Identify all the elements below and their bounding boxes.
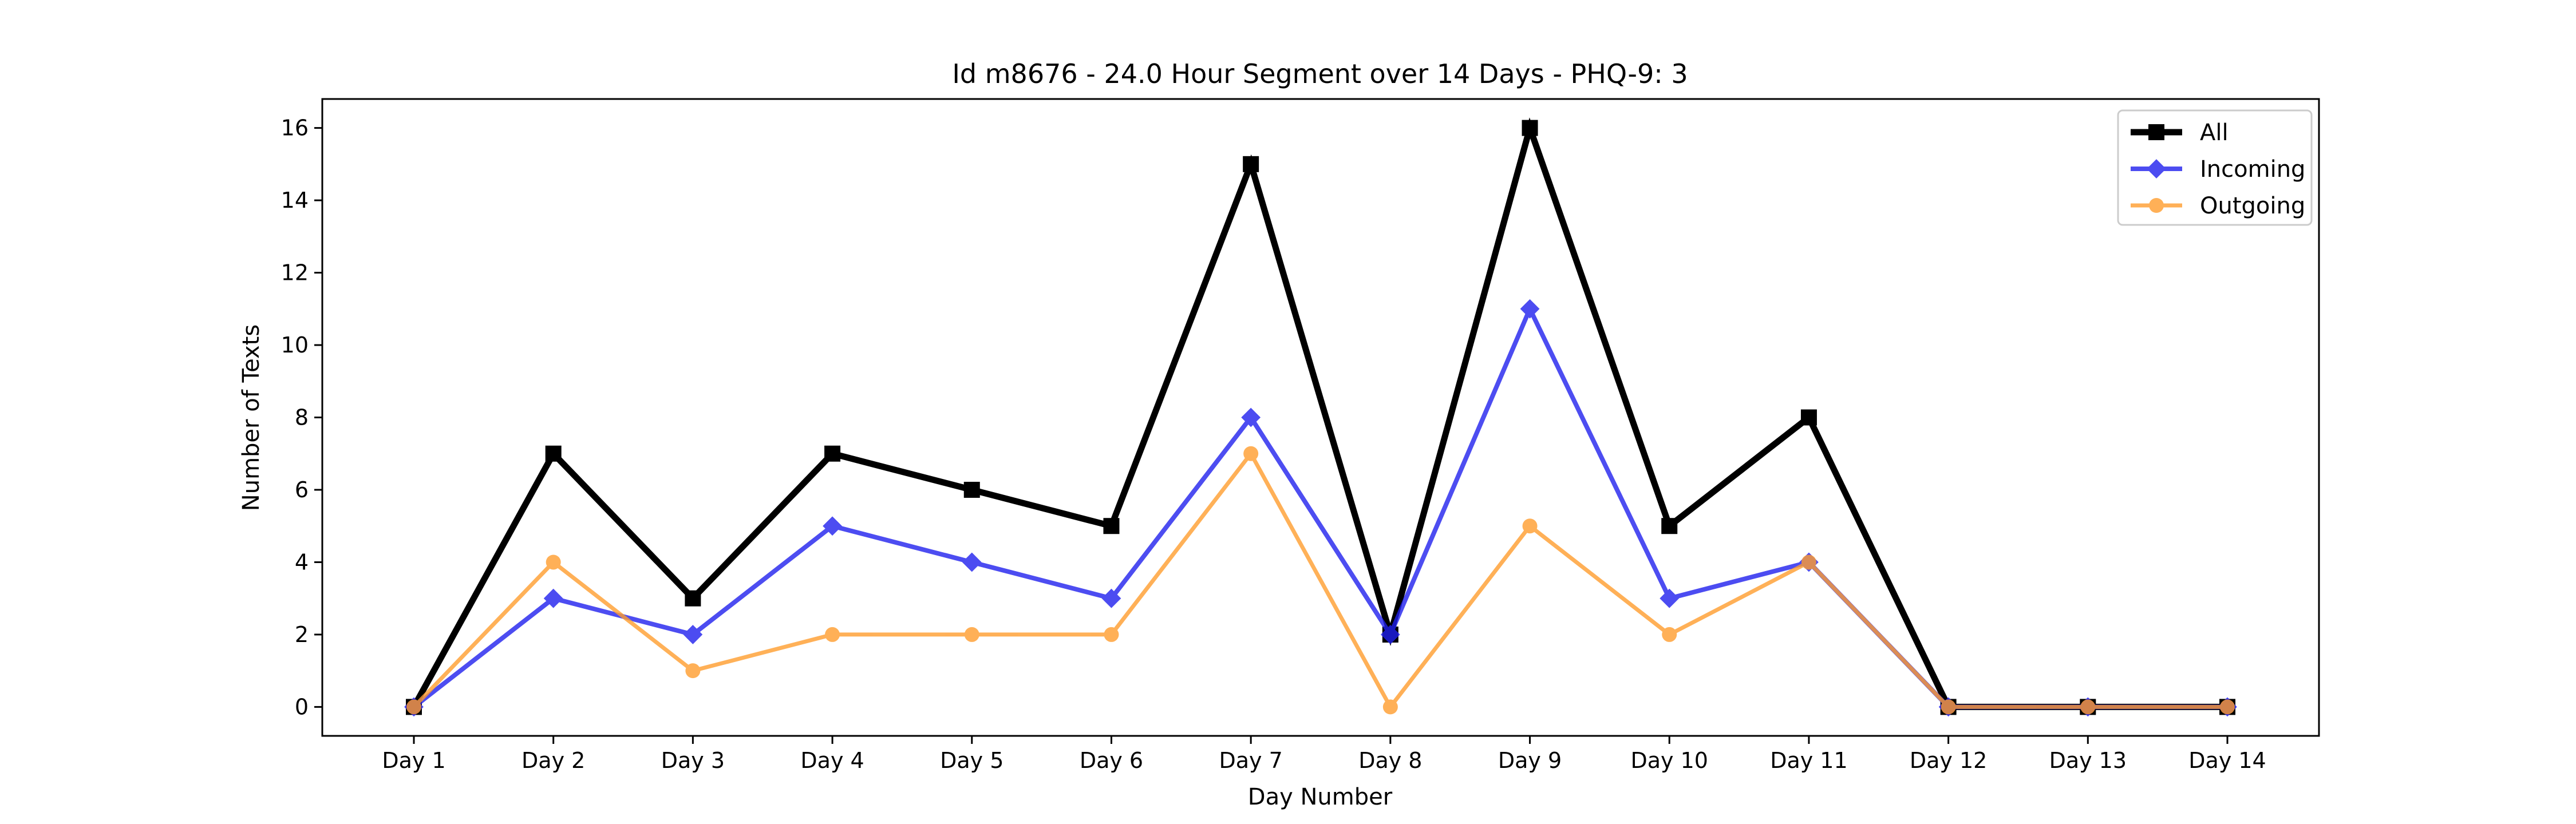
data-point: [964, 627, 979, 642]
x-tick-label: Day 11: [1770, 748, 1847, 773]
y-tick-label: 6: [295, 477, 309, 502]
y-tick-label: 2: [295, 622, 309, 647]
data-point: [683, 625, 703, 644]
data-point: [1662, 627, 1677, 642]
data-point: [1660, 588, 1680, 608]
x-tick-label: Day 1: [382, 748, 445, 773]
data-point: [2080, 699, 2096, 715]
legend-label: Outgoing: [2200, 193, 2305, 219]
y-axis-label: Number of Texts: [238, 324, 264, 511]
y-tick-label: 0: [295, 694, 309, 719]
y-tick-label: 12: [281, 260, 309, 286]
data-point: [685, 663, 701, 679]
plot-area-frame: [321, 98, 2320, 737]
legend-label: All: [2200, 120, 2229, 146]
data-point: [1380, 625, 1400, 644]
x-axis-label: Day Number: [1248, 784, 1393, 810]
data-point: [1522, 518, 1538, 534]
data-point: [406, 699, 421, 715]
chart-title: Id m8676 - 24.0 Hour Segment over 14 Day…: [952, 58, 1688, 89]
y-tick-label: 10: [281, 332, 309, 358]
data-point: [685, 590, 701, 607]
legend-item-outgoing: [2131, 198, 2182, 213]
x-tick-label: Day 6: [1080, 748, 1143, 773]
legend-label: Incoming: [2200, 156, 2305, 183]
data-point: [1661, 518, 1678, 534]
x-tick-label: Day 2: [521, 748, 585, 773]
y-tick-label: 4: [295, 549, 309, 575]
y-axis: 0 2 4 6 8 10 12 14 16: [281, 116, 322, 719]
data-point: [1522, 120, 1538, 136]
data-point: [1520, 299, 1540, 319]
data-point: [823, 516, 842, 536]
legend-item-incoming: [2131, 159, 2182, 179]
series-layer: [404, 117, 2237, 717]
data-point: [1103, 518, 1120, 534]
x-tick-label: Day 7: [1219, 748, 1283, 773]
legend-item-all: [2131, 124, 2182, 140]
x-tick-label: Day 3: [661, 748, 725, 773]
data-point: [546, 554, 561, 570]
x-tick-label: Day 5: [940, 748, 1003, 773]
x-tick-label: Day 8: [1358, 748, 1422, 773]
x-axis: Day 1 Day 2 Day 3 Day 4 Day 5 Day 6 Day 7 Day 8…: [382, 736, 2266, 773]
series-line: [412, 303, 2227, 710]
x-tick-label: Day 10: [1630, 748, 1708, 773]
data-point: [825, 627, 840, 642]
legend-marker: [2149, 198, 2164, 213]
data-point: [545, 445, 562, 462]
data-point: [963, 481, 980, 498]
x-tick-label: Day 13: [2049, 748, 2127, 773]
y-tick-label: 16: [281, 116, 309, 141]
data-point: [1243, 446, 1259, 461]
legend-marker: [2148, 124, 2164, 140]
series-incoming: [404, 299, 2237, 717]
data-point: [2220, 699, 2235, 715]
legend-marker: [2147, 159, 2166, 179]
series-outgoing: [406, 446, 2235, 715]
legend-box: [2117, 109, 2313, 226]
data-point: [1243, 156, 1259, 172]
legend: All Incoming Outgoing: [2117, 109, 2313, 226]
x-tick-label: Day 9: [1498, 748, 1562, 773]
y-tick-label: 14: [281, 188, 309, 213]
data-point: [1382, 699, 1398, 715]
x-tick-label: Day 12: [1910, 748, 1987, 773]
series-line: [411, 117, 2227, 710]
data-point: [1104, 627, 1119, 642]
data-point: [1941, 699, 1956, 715]
data-point: [1101, 588, 1121, 608]
data-point: [1241, 407, 1261, 427]
y-tick-label: 8: [295, 405, 309, 430]
series-all: [406, 117, 2235, 715]
data-point: [1800, 409, 1817, 426]
data-point: [1801, 554, 1816, 570]
series-line: [412, 450, 2227, 711]
data-point: [543, 588, 563, 608]
x-tick-label: Day 4: [800, 748, 864, 773]
x-tick-label: Day 14: [2188, 748, 2266, 773]
data-point: [962, 552, 982, 572]
data-point: [824, 445, 841, 462]
